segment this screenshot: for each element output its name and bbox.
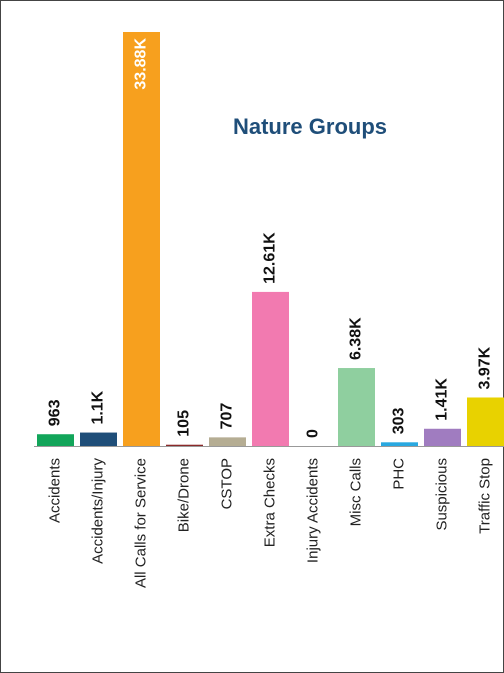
data-label: 6.38K [348, 317, 365, 360]
x-tick-label: Accidents [46, 458, 63, 523]
data-label: 12.61K [262, 232, 279, 284]
data-label: 303 [391, 408, 408, 435]
data-label: 3.97K [477, 346, 494, 389]
data-label: 105 [176, 410, 193, 437]
data-label: 963 [47, 399, 64, 426]
chart-title: Nature Groups [233, 114, 387, 139]
data-label: 707 [219, 403, 236, 430]
data-label: 1.1K [90, 390, 107, 424]
x-tick-label: Extra Checks [261, 458, 278, 547]
bar [37, 434, 74, 446]
bar [424, 428, 461, 446]
data-label: 33.88K [133, 38, 150, 90]
x-tick-label: Traffic Stop [476, 458, 493, 534]
x-tick-label: Bike/Drone [175, 458, 192, 532]
bar [123, 32, 160, 446]
x-tick-label: Accidents/Injury [89, 458, 106, 564]
x-tick-label: All Calls for Service [132, 458, 149, 588]
x-tick-label: Injury Accidents [304, 458, 321, 563]
x-tick-label: PHC [390, 458, 407, 490]
bar [381, 442, 418, 446]
x-tick-label: Suspicious [433, 458, 450, 531]
x-tick-label: CSTOP [218, 458, 235, 509]
x-tick-label: Misc Calls [347, 458, 364, 526]
bar [209, 437, 246, 446]
bar [467, 397, 504, 446]
bar [338, 368, 375, 446]
bar [166, 444, 203, 446]
bar [80, 432, 117, 446]
data-label: 0 [305, 429, 322, 438]
data-label: 1.41K [434, 378, 451, 421]
bar [252, 291, 289, 446]
